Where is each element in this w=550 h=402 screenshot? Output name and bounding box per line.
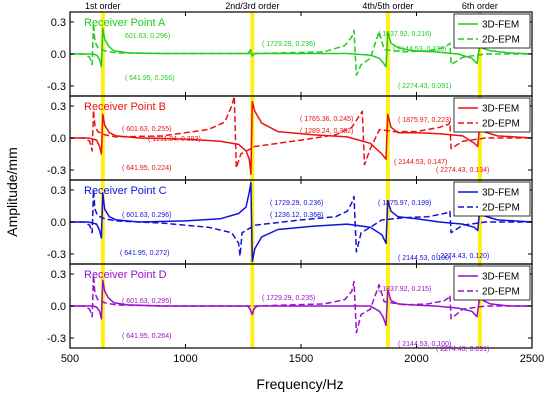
y-tick-label: 0.3 bbox=[51, 269, 66, 281]
y-tick-label: 0.3 bbox=[51, 185, 66, 197]
panel-frame bbox=[69, 263, 533, 349]
annotation-label: ( 2144.53, 0.100) bbox=[393, 46, 446, 53]
annotation-label: ( 2274.43, 0.091) bbox=[398, 83, 451, 90]
x-tick-label: 2500 bbox=[520, 353, 544, 365]
legend-box bbox=[453, 265, 531, 301]
legend-label: 3D-FEM bbox=[482, 104, 519, 115]
x-tick-label: 1000 bbox=[173, 353, 197, 365]
annotation-label: ( 1729.29, 0.235) bbox=[262, 295, 315, 302]
series-line-2d-epm bbox=[70, 22, 532, 77]
series-line-3d-fem bbox=[70, 181, 533, 263]
y-tick-label: -0.3 bbox=[47, 249, 66, 261]
annotation-label: ( 2144.53, 0.100) bbox=[398, 341, 451, 348]
x-tick-label: 500 bbox=[61, 353, 79, 365]
x-tick-label: 2000 bbox=[404, 353, 428, 365]
y-tick-label: 0.3 bbox=[51, 101, 66, 113]
x-axis-title: Frequency/Hz bbox=[256, 376, 343, 392]
series-line-3d-fem bbox=[70, 279, 532, 326]
annotation-label: ( 2274.43, 0.134) bbox=[436, 167, 489, 174]
annotation-label: ( 2274.43, 0.120) bbox=[436, 253, 489, 260]
order-label: 4th/5th order bbox=[362, 1, 413, 11]
series-line-3d-fem bbox=[70, 27, 533, 68]
legend-label: 3D-FEM bbox=[482, 188, 519, 199]
annotation-label: ( 1729.29, 0.236) bbox=[262, 41, 315, 48]
y-tick-label: 0.0 bbox=[51, 49, 66, 61]
series-line-2d-epm bbox=[70, 189, 532, 257]
annotation-label: ( 1765.36, 0.245) bbox=[300, 116, 353, 123]
legend-label: 2D-EPM bbox=[482, 35, 520, 46]
y-tick-label: 0.0 bbox=[51, 133, 66, 145]
y-tick-label: 0.3 bbox=[51, 17, 66, 29]
annotation-label: ( 2144.53, 0.100) bbox=[398, 255, 451, 262]
annotation-label: ( 1729.29, 0.236) bbox=[270, 200, 323, 207]
legend-box bbox=[453, 181, 531, 217]
order-label: 6th order bbox=[462, 1, 498, 11]
panel-title: Receiver Point C bbox=[84, 185, 167, 197]
annotation-label: ( 2144.53, 0.147) bbox=[394, 159, 447, 166]
y-tick-label: 0.0 bbox=[51, 217, 66, 229]
series-line-2d-epm bbox=[70, 274, 532, 334]
annotation-label: ( 1837.92, 0.215) bbox=[378, 286, 431, 293]
order-label: 2nd/3rd order bbox=[225, 1, 279, 11]
x-tick-label: 1500 bbox=[289, 353, 313, 365]
annotation-label: ( 1875.97, 0.199) bbox=[378, 200, 431, 207]
legend-label: 2D-EPM bbox=[482, 203, 520, 214]
annotation-label: ( 601.63, 0.295) bbox=[122, 298, 171, 305]
annotation-label: 601.63, 0.296) bbox=[125, 33, 170, 40]
order-label: 1st order bbox=[85, 1, 121, 11]
panel-title: Receiver Point A bbox=[84, 17, 166, 29]
legend-label: 2D-EPM bbox=[482, 119, 520, 130]
series-line-3d-fem bbox=[70, 100, 533, 176]
annotation-label: ( 2274.43, 0.091) bbox=[436, 346, 489, 353]
annotation-label: ( 1875.97, 0.223) bbox=[398, 117, 451, 124]
y-tick-label: -0.3 bbox=[47, 333, 66, 345]
y-tick-label: -0.3 bbox=[47, 81, 66, 93]
annotation-label: ( 641.95, 0.266) bbox=[125, 75, 174, 82]
y-tick-label: -0.3 bbox=[47, 165, 66, 177]
y-axis-title: Amplitude/mm bbox=[4, 147, 20, 236]
annotation-label: ( 1211.04, 0.393) bbox=[148, 136, 201, 143]
panel-title: Receiver Point B bbox=[84, 101, 166, 113]
legend-box bbox=[453, 97, 531, 133]
annotation-label: ( 1236.12, 0.368) bbox=[270, 212, 323, 219]
annotation-label: ( 641.95, 0.272) bbox=[120, 250, 169, 257]
legend-box bbox=[453, 13, 531, 49]
y-tick-label: 0.0 bbox=[51, 301, 66, 313]
legend-label: 3D-FEM bbox=[482, 272, 519, 283]
legend-label: 3D-FEM bbox=[482, 20, 519, 31]
annotation-label: ( 1837.92, 0.216) bbox=[378, 31, 431, 38]
panel-title: Receiver Point D bbox=[84, 269, 167, 281]
legend-label: 2D-EPM bbox=[482, 287, 520, 298]
annotation-label: ( 601.63, 0.255) bbox=[122, 126, 171, 133]
annotation-label: ( 601.63, 0.296) bbox=[122, 212, 171, 219]
annotation-label: ( 641.95, 0.224) bbox=[122, 165, 171, 172]
annotation-label: ( 1289.24, 0.352) bbox=[300, 128, 353, 135]
annotation-label: ( 641.95, 0.264) bbox=[122, 333, 171, 340]
